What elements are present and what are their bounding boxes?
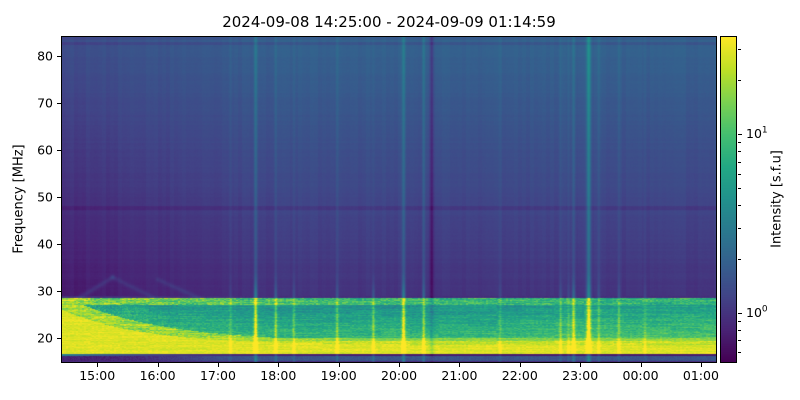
x-tick-mark — [97, 363, 99, 367]
x-tick-label: 22:00 — [501, 368, 538, 383]
colorbar-tick-exponent: 1 — [761, 125, 768, 136]
colorbar-minor-tick-mark — [738, 187, 741, 189]
y-tick-label: 60 — [37, 142, 53, 158]
colorbar-minor-tick-mark — [738, 352, 741, 354]
y-tick-mark — [57, 102, 61, 104]
colorbar-tick-label: 100 — [746, 304, 768, 319]
x-tick-mark — [459, 363, 461, 367]
y-tick-label: 70 — [37, 95, 53, 111]
y-tick-mark — [57, 196, 61, 198]
colorbar-minor-tick-mark — [738, 161, 741, 163]
colorbar-minor-tick-mark — [738, 142, 741, 144]
spectrogram-heatmap — [62, 37, 716, 362]
x-tick-mark — [399, 363, 401, 367]
x-tick-label: 23:00 — [562, 368, 599, 383]
x-tick-mark — [519, 363, 521, 367]
x-tick-mark — [157, 363, 159, 367]
colorbar-major-tick-mark — [738, 134, 742, 136]
colorbar-minor-tick-mark — [738, 80, 741, 82]
x-tick-label: 01:00 — [682, 368, 719, 383]
colorbar-minor-tick-mark — [738, 205, 741, 207]
x-tick-mark — [700, 363, 702, 367]
x-tick-label: 15:00 — [79, 368, 116, 383]
y-tick-mark — [57, 149, 61, 151]
x-tick-label: 18:00 — [260, 368, 297, 383]
x-tick-mark — [278, 363, 280, 367]
colorbar-tick-base: 10 — [746, 125, 762, 141]
colorbar-minor-tick-mark — [738, 320, 741, 322]
x-tick-mark — [217, 363, 219, 367]
colorbar-tick-base: 10 — [746, 304, 762, 320]
chart-title: 2024-09-08 14:25:00 - 2024-09-09 01:14:5… — [222, 13, 556, 31]
colorbar-minor-tick-mark — [738, 227, 741, 229]
colorbar-minor-tick-mark — [738, 258, 741, 260]
colorbar-minor-tick-mark — [738, 173, 741, 175]
y-tick-mark — [57, 290, 61, 292]
x-tick-mark — [338, 363, 340, 367]
x-tick-mark — [640, 363, 642, 367]
y-tick-label: 50 — [37, 189, 53, 205]
x-tick-label: 00:00 — [622, 368, 659, 383]
colorbar-gradient — [721, 37, 736, 362]
x-tick-label: 19:00 — [320, 368, 357, 383]
y-tick-label: 30 — [37, 283, 53, 299]
y-tick-mark — [57, 243, 61, 245]
x-tick-label: 17:00 — [199, 368, 236, 383]
colorbar-tick-label: 101 — [746, 126, 768, 141]
colorbar-tick-exponent: 0 — [761, 304, 768, 315]
y-tick-mark — [57, 338, 61, 339]
x-tick-label: 16:00 — [139, 368, 176, 383]
colorbar-minor-tick-mark — [738, 48, 741, 50]
y-tick-mark — [57, 55, 61, 57]
colorbar-major-tick-mark — [738, 312, 742, 314]
x-tick-mark — [580, 363, 582, 367]
y-tick-label: 80 — [37, 48, 53, 64]
colorbar-minor-tick-mark — [738, 330, 741, 332]
colorbar-minor-tick-mark — [738, 340, 741, 342]
colorbar-minor-tick-mark — [738, 151, 741, 153]
x-tick-label: 20:00 — [381, 368, 418, 383]
y-tick-label: 20 — [37, 330, 53, 346]
colorbar-frame — [720, 36, 737, 363]
y-tick-label: 40 — [37, 236, 53, 252]
colorbar-label: Intensity [s.f.u] — [769, 150, 785, 248]
x-tick-label: 21:00 — [441, 368, 478, 383]
